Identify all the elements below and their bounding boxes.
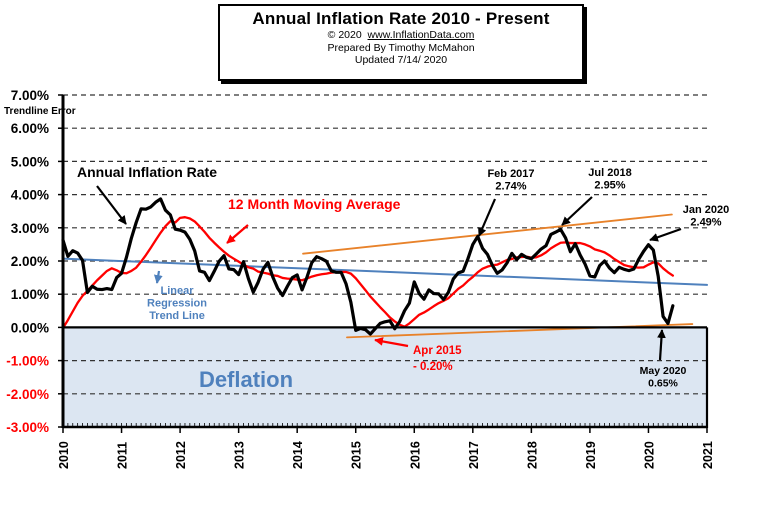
- x-tick-label: 2013: [233, 441, 247, 469]
- prepared-by: Prepared By Timothy McMahon: [327, 41, 475, 54]
- chart-title-box: Annual Inflation Rate 2010 - Present © 2…: [218, 4, 584, 81]
- feb-2017-arrow: [477, 198, 497, 237]
- jul-2018-arrow: [561, 196, 593, 226]
- moving-average-line: [61, 216, 674, 330]
- inflation-arrow: [96, 185, 127, 225]
- feb-2017-text: 2.74%: [495, 181, 526, 193]
- copyright-line: © 2020 www.InflationData.com: [220, 29, 582, 42]
- website-link[interactable]: www.InflationData.com: [367, 29, 475, 41]
- trendline-error-note: Trendline Error: [4, 106, 76, 117]
- x-tick-label: 2021: [701, 441, 715, 469]
- deflation-region: [63, 327, 707, 427]
- y-tick-label: 5.00%: [11, 154, 49, 169]
- apr-2015-arrow: [374, 337, 409, 348]
- y-tick-label: -3.00%: [6, 420, 49, 435]
- x-tick-label: 2017: [467, 441, 481, 469]
- jan-2020-arrow: [649, 227, 682, 242]
- may-2020-arrow: [657, 329, 666, 361]
- upper-channel-line: [302, 213, 673, 255]
- y-tick-label: 2.00%: [11, 254, 49, 269]
- trend-label-text: Trend Line: [149, 310, 205, 322]
- copyright: © 2020: [327, 29, 362, 41]
- moving-average-arrow: [226, 224, 249, 244]
- x-tick-label: 2018: [525, 441, 539, 469]
- x-tick-label: 2016: [408, 441, 422, 469]
- x-axis-ticks: 2010 2011 2012 2013 2014 2015 2016 2017 2018 2019…: [57, 427, 715, 469]
- may-2020-text: May 2020: [640, 365, 687, 377]
- x-tick-label: 2010: [57, 441, 71, 469]
- linear-trend-line: [62, 257, 708, 286]
- inflation-label-text: Annual Inflation Rate: [77, 164, 217, 180]
- x-tick-label: 2019: [584, 441, 598, 469]
- y-tick-label: 4.00%: [11, 188, 49, 203]
- x-tick-label: 2020: [642, 441, 656, 469]
- x-tick-label: 2011: [116, 442, 130, 469]
- jul-2018-text: Jul 2018: [588, 167, 631, 179]
- annotation-arrows: [96, 185, 682, 361]
- y-tick-label: 7.00%: [11, 88, 49, 103]
- x-tick-label: 2015: [350, 441, 364, 469]
- inflation-line: [61, 197, 675, 336]
- trend-label-text: Regression: [147, 298, 207, 310]
- updated-date: Updated 7/14/ 2020: [354, 54, 448, 66]
- may-2020-text: 0.65%: [648, 378, 678, 390]
- x-tick-label: 2014: [291, 441, 305, 469]
- apr-2015-text: - 0.20%: [413, 361, 453, 373]
- annotations: Annual Inflation Rate 12 Month Moving Ave…: [77, 164, 729, 392]
- y-axis-ticks: -3.00% -2.00% -1.00% 0.00% 1.00% 2.00% 3.00% 4.…: [6, 88, 49, 435]
- trend-arrow: [153, 270, 163, 284]
- jan-2020-text: 2.49%: [690, 217, 721, 229]
- x-tick-label: 2012: [174, 441, 188, 469]
- chart-title: Annual Inflation Rate 2010 - Present: [252, 9, 550, 28]
- y-tick-label: 0.00%: [11, 320, 49, 335]
- y-tick-label: 6.00%: [11, 121, 49, 136]
- y-tick-label: -2.00%: [6, 387, 49, 402]
- y-tick-label: 1.00%: [11, 287, 49, 302]
- trend-label-text: Linear: [160, 285, 194, 297]
- jul-2018-text: 2.95%: [594, 180, 625, 192]
- lower-channel-line: [346, 323, 694, 339]
- moving-average-label-text: 12 Month Moving Average: [228, 196, 401, 212]
- y-tick-label: -1.00%: [6, 354, 49, 369]
- feb-2017-text: Feb 2017: [487, 168, 534, 180]
- y-tick-label: 3.00%: [11, 221, 49, 236]
- series-lines: [61, 197, 708, 339]
- jan-2020-text: Jan 2020: [683, 204, 729, 216]
- apr-2015-text: Apr 2015: [413, 345, 462, 357]
- deflation-text: Deflation: [199, 367, 293, 392]
